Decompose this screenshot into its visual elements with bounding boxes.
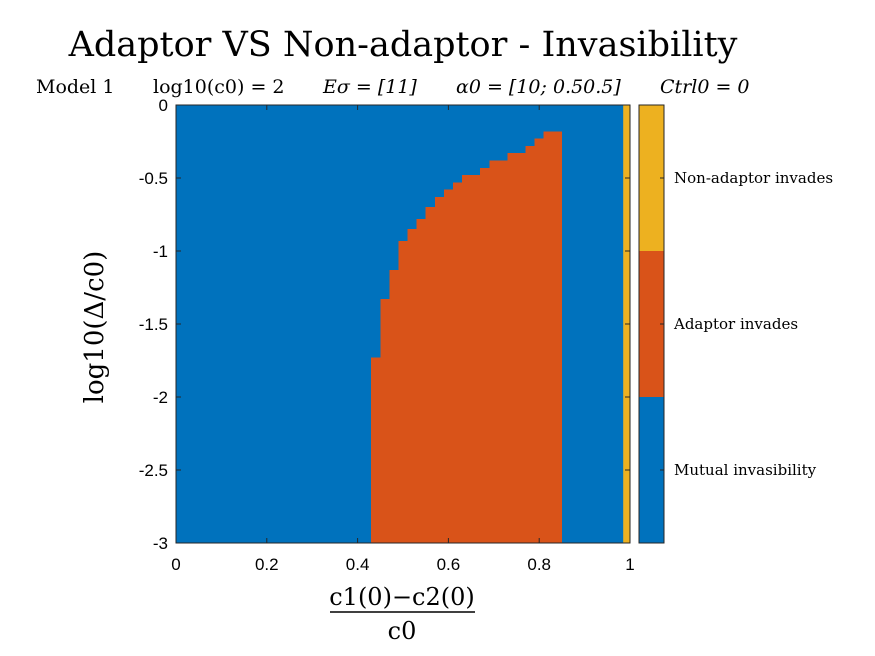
chart-subtitle: Model 1 log10(c0) = 2 Eσ = [11] α0 = [10… [36, 76, 750, 98]
colorbar-segment [639, 397, 664, 543]
x-tick-label: 0.8 [527, 555, 551, 574]
chart-title: Adaptor VS Non-adaptor - Invasibility [68, 25, 738, 65]
y-axis-ticks: 0 -0.5 -1 -1.5 -2 -2.5 -3 [139, 96, 630, 553]
y-tick-label: -2 [153, 388, 168, 407]
x-tick-label: 0.2 [255, 555, 279, 574]
x-label-denominator: c0 [388, 617, 417, 645]
colorbar-label: Adaptor invades [673, 315, 798, 333]
subtitle-log-c0: log10(c0) = 2 [153, 76, 285, 98]
y-tick-label: -0.5 [139, 169, 168, 188]
subtitle-ctrl0: Ctrl0 = 0 [660, 76, 750, 98]
x-axis-label: c1(0)−c2(0) c0 [329, 583, 475, 645]
plot-area [175, 104, 631, 544]
region-adaptor-invades [371, 131, 562, 543]
y-tick-label: 0 [159, 96, 168, 115]
colorbar-segment [639, 251, 664, 397]
subtitle-alpha0: α0 = [10; 0.50.5] [456, 76, 621, 98]
y-tick-label: -2.5 [139, 461, 168, 480]
y-tick-label: -1 [153, 242, 168, 261]
x-axis-ticks: 0 0.2 0.4 0.6 0.8 1 [171, 105, 635, 574]
y-axis-label: log10(Δ/c0) [80, 251, 110, 404]
colorbar-segment [639, 105, 664, 251]
colorbar-label: Non-adaptor invades [674, 169, 833, 187]
colorbar-label: Mutual invasibility [674, 461, 817, 479]
x-tick-label: 0.6 [437, 555, 461, 574]
subtitle-e-sigma: Eσ = [11] [322, 76, 417, 98]
x-tick-label: 1 [625, 555, 634, 574]
colorbar-border [638, 104, 665, 544]
x-tick-label: 0.4 [346, 555, 370, 574]
x-label-numerator: c1(0)−c2(0) [329, 583, 475, 611]
subtitle-model: Model 1 [36, 76, 115, 98]
colorbar: Mutual invasibility Adaptor invades Non-ad… [638, 104, 833, 544]
y-tick-label: -3 [153, 534, 168, 553]
y-tick-label: -1.5 [139, 315, 168, 334]
x-tick-label: 0 [171, 555, 180, 574]
